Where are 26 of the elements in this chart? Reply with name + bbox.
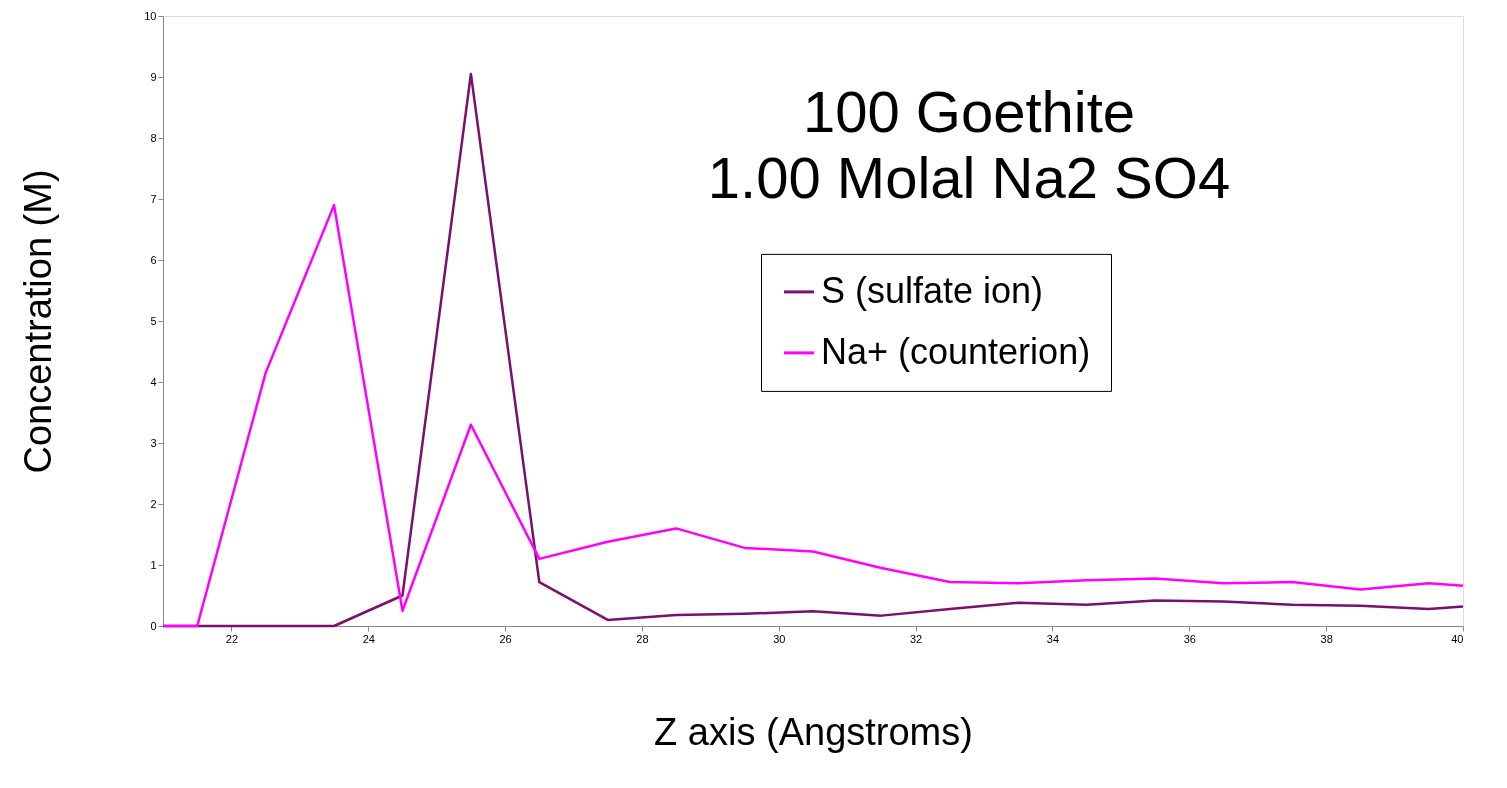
- x-tick-label: 36: [1183, 632, 1196, 645]
- y-tick-label: 1: [150, 558, 157, 571]
- y-tick-label: 9: [150, 70, 157, 83]
- text: 100 Goethite 1.00 Molal Na2 SO4: [707, 79, 1231, 210]
- y-tick-label: 8: [150, 131, 157, 144]
- legend-label: Na+ (counterion): [821, 330, 1091, 372]
- x-tick-label: 26: [499, 632, 512, 645]
- x-tick-label: 32: [910, 632, 923, 645]
- x-tick-label: 30: [773, 632, 786, 645]
- x-axis-title: Z axis (Angstroms): [654, 710, 973, 753]
- y-tick-label: 7: [150, 192, 157, 205]
- x-tick-label: 28: [636, 632, 649, 645]
- x-tick-label: 24: [362, 632, 375, 645]
- y-tick-label: 4: [150, 375, 157, 388]
- x-tick-label: 38: [1320, 632, 1333, 645]
- y-axis-title: Concentration (M): [17, 169, 60, 474]
- y-tick-label: 3: [150, 436, 157, 449]
- x-tick-label: 22: [225, 632, 239, 645]
- x-tick-label: 40: [1451, 632, 1464, 645]
- x-tick-label: 34: [1046, 632, 1060, 645]
- y-tick-label: 10: [144, 9, 157, 22]
- y-tick-label: 6: [150, 253, 157, 266]
- y-tick-label: 2: [150, 497, 157, 510]
- y-tick-label: 0: [150, 619, 157, 632]
- legend-label: S (sulfate ion): [821, 269, 1044, 311]
- y-tick-label: 5: [150, 314, 157, 327]
